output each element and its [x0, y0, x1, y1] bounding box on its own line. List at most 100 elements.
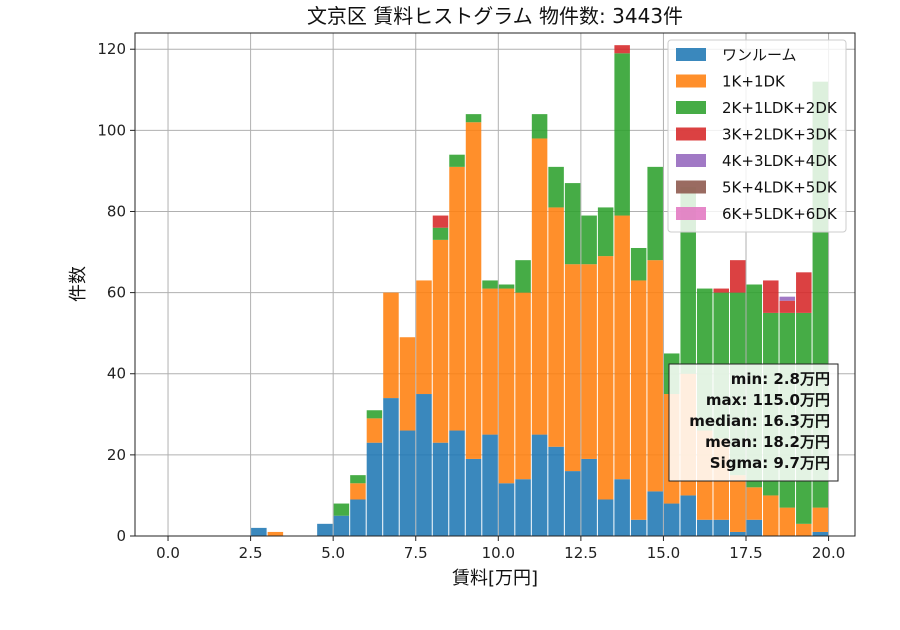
bar-segment	[366, 410, 383, 419]
bar-segment	[779, 300, 796, 313]
legend-swatch	[676, 74, 706, 88]
bar-segment	[663, 503, 680, 536]
stats-box-frame	[668, 363, 839, 482]
bar-segment	[333, 515, 350, 536]
bar-segment	[812, 507, 829, 532]
legend-box	[667, 39, 847, 233]
bar-segment	[614, 215, 630, 480]
bar-segment	[350, 483, 366, 500]
bar-segment	[531, 434, 548, 536]
stats-line: min: 2.8万円	[731, 370, 830, 388]
x-tick-label: 2.5	[239, 544, 263, 562]
bar-segment	[581, 264, 597, 459]
bar-segment	[729, 475, 746, 532]
bar-segment	[449, 166, 465, 431]
legend-swatch	[676, 48, 706, 61]
bar-segment	[498, 483, 515, 536]
bar-segment	[779, 507, 796, 536]
bar-segment	[399, 337, 416, 431]
bar-segment	[647, 260, 663, 492]
bar-segment	[482, 288, 498, 435]
x-tick-label: 5.0	[321, 544, 345, 562]
x-axis-label: 賃料[万円]	[452, 568, 538, 589]
bar-segment	[564, 183, 581, 265]
x-tick-label: 0.0	[156, 544, 180, 562]
bar-segment	[548, 207, 564, 447]
x-tick-label: 12.5	[564, 544, 597, 562]
bar-segment	[350, 499, 366, 536]
x-tick-label: 15.0	[647, 544, 680, 562]
y-tick-label: 80	[107, 202, 126, 220]
x-tick-label: 7.5	[404, 544, 428, 562]
bar-segment	[647, 166, 663, 261]
bar-segment	[383, 398, 399, 536]
bar-segment	[317, 523, 333, 536]
bar-segment	[498, 284, 515, 289]
bar-segment	[630, 280, 647, 520]
legend-label: 2K+1LDK+2DK	[722, 99, 838, 117]
bar-segment	[350, 475, 366, 484]
legend-swatch	[676, 207, 706, 220]
bar-segment	[267, 531, 284, 536]
x-tick-label: 17.5	[729, 544, 762, 562]
legend-label: 3K+2LDK+3DK	[722, 126, 838, 144]
bar-segment	[449, 154, 465, 167]
y-axis-label: 件数	[68, 266, 89, 302]
stats-line: max: 115.0万円	[706, 391, 830, 409]
x-tick-label: 10.0	[482, 544, 515, 562]
bar-segment	[366, 418, 383, 443]
bar-segment	[729, 531, 746, 536]
bar-segment	[251, 527, 267, 536]
bar-segment	[432, 227, 449, 240]
stats-line: median: 16.3万円	[689, 412, 830, 430]
bar-segment	[465, 114, 482, 123]
stats-line: mean: 18.2万円	[705, 433, 830, 451]
legend-swatch	[676, 180, 706, 194]
bar-segment	[630, 247, 647, 281]
y-tick-label: 120	[97, 40, 126, 58]
bar-segment	[383, 292, 399, 399]
stats-box: min: 2.8万円 max: 115.0万円 median: 16.3万円 mean…	[668, 363, 839, 482]
chart-title: 文京区 賃料ヒストグラム 物件数: 3443件	[307, 4, 683, 28]
bar-segment	[779, 296, 796, 301]
legend-label: ワンルーム	[722, 46, 797, 64]
bar-segment	[416, 394, 432, 536]
legend-label: 1K+1DK	[722, 73, 786, 91]
bar-segment	[763, 280, 779, 313]
stats-line: Sigma: 9.7万円	[710, 454, 830, 472]
bar-segment	[614, 45, 630, 54]
y-tick-label: 60	[107, 284, 126, 302]
y-tick-label: 0	[116, 527, 126, 545]
bar-segment	[333, 503, 350, 516]
legend-swatch	[676, 127, 706, 141]
bar-segment	[597, 207, 614, 257]
bar-segment	[614, 53, 630, 216]
x-tick-label: 20.0	[812, 544, 845, 562]
bar-segment	[432, 215, 449, 228]
bar-segment	[432, 442, 449, 536]
bar-segment	[614, 479, 630, 536]
y-tick-label: 100	[97, 121, 126, 139]
bar-segment	[597, 499, 614, 536]
bar-segment	[465, 458, 482, 536]
legend-label: 5K+4LDK+5DK	[722, 179, 838, 197]
bar-segment	[498, 288, 515, 484]
bar-segment	[399, 430, 416, 536]
bar-segment	[482, 280, 498, 289]
y-tick-label: 40	[107, 365, 126, 383]
bar-segment	[729, 260, 746, 293]
legend-swatch	[676, 101, 706, 114]
bar-segment	[515, 479, 531, 536]
bar-segment	[581, 458, 597, 536]
y-axis: 0 20 40 60 80 100 120	[97, 40, 135, 545]
bar-segment	[515, 260, 531, 293]
bar-segment	[465, 122, 482, 459]
bar-segment	[564, 471, 581, 536]
bar-segment	[796, 523, 812, 536]
bar-segment	[630, 519, 647, 536]
legend-label: 4K+3LDK+4DK	[722, 152, 838, 170]
bar-segment	[416, 280, 432, 395]
bar-segment	[531, 138, 548, 435]
bar-segment	[680, 495, 696, 536]
bar-segment	[548, 446, 564, 536]
